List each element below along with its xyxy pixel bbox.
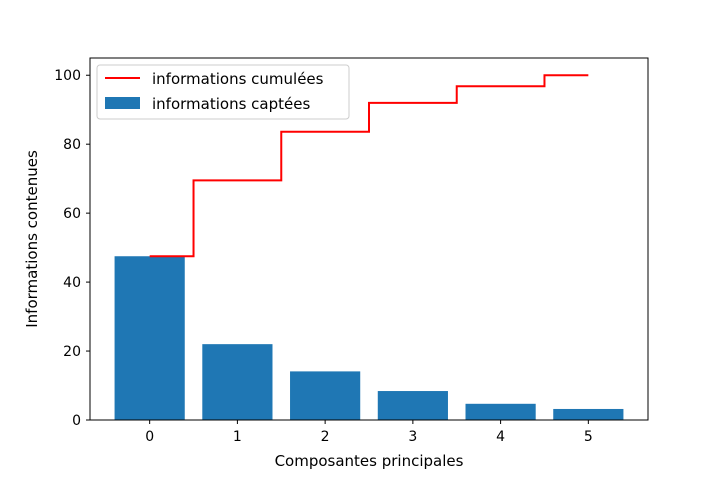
y-tick-label: 100 (54, 68, 81, 84)
bar-0 (114, 256, 185, 420)
bar-4 (465, 403, 536, 420)
x-tick-label: 0 (145, 429, 154, 445)
y-tick-label: 60 (63, 206, 81, 222)
bar-1 (202, 344, 273, 420)
y-axis-label: Informations contenues (23, 150, 41, 328)
x-tick-label: 3 (408, 429, 417, 445)
legend: informations cumulées informations capté… (96, 64, 350, 120)
legend-label-captured: informations captées (152, 95, 310, 113)
y-tick-label: 40 (63, 275, 81, 291)
bar-3 (377, 391, 448, 420)
y-tick-label: 80 (63, 137, 81, 153)
plot-frame (89, 57, 649, 421)
bars-layer (114, 256, 624, 420)
x-axis-label: Composantes principales (275, 452, 464, 470)
x-tick-label: 4 (496, 429, 505, 445)
legend-box (96, 64, 350, 120)
y-tick-label: 20 (63, 344, 81, 360)
y-ticks: 0 20 40 60 80 100 (54, 68, 90, 429)
x-tick-label: 2 (321, 429, 330, 445)
bar-5 (553, 408, 624, 420)
cumulative-line-layer (149, 74, 589, 258)
x-ticks: 0 1 2 3 4 5 (145, 420, 593, 445)
legend-label-cumulative: informations cumulées (152, 70, 324, 88)
x-tick-label: 5 (584, 429, 593, 445)
x-tick-label: 1 (233, 429, 242, 445)
y-tick-label: 0 (72, 413, 81, 429)
bar-2 (290, 371, 361, 420)
cumulative-step-line (149, 74, 589, 258)
legend-swatch-captured (105, 97, 140, 109)
